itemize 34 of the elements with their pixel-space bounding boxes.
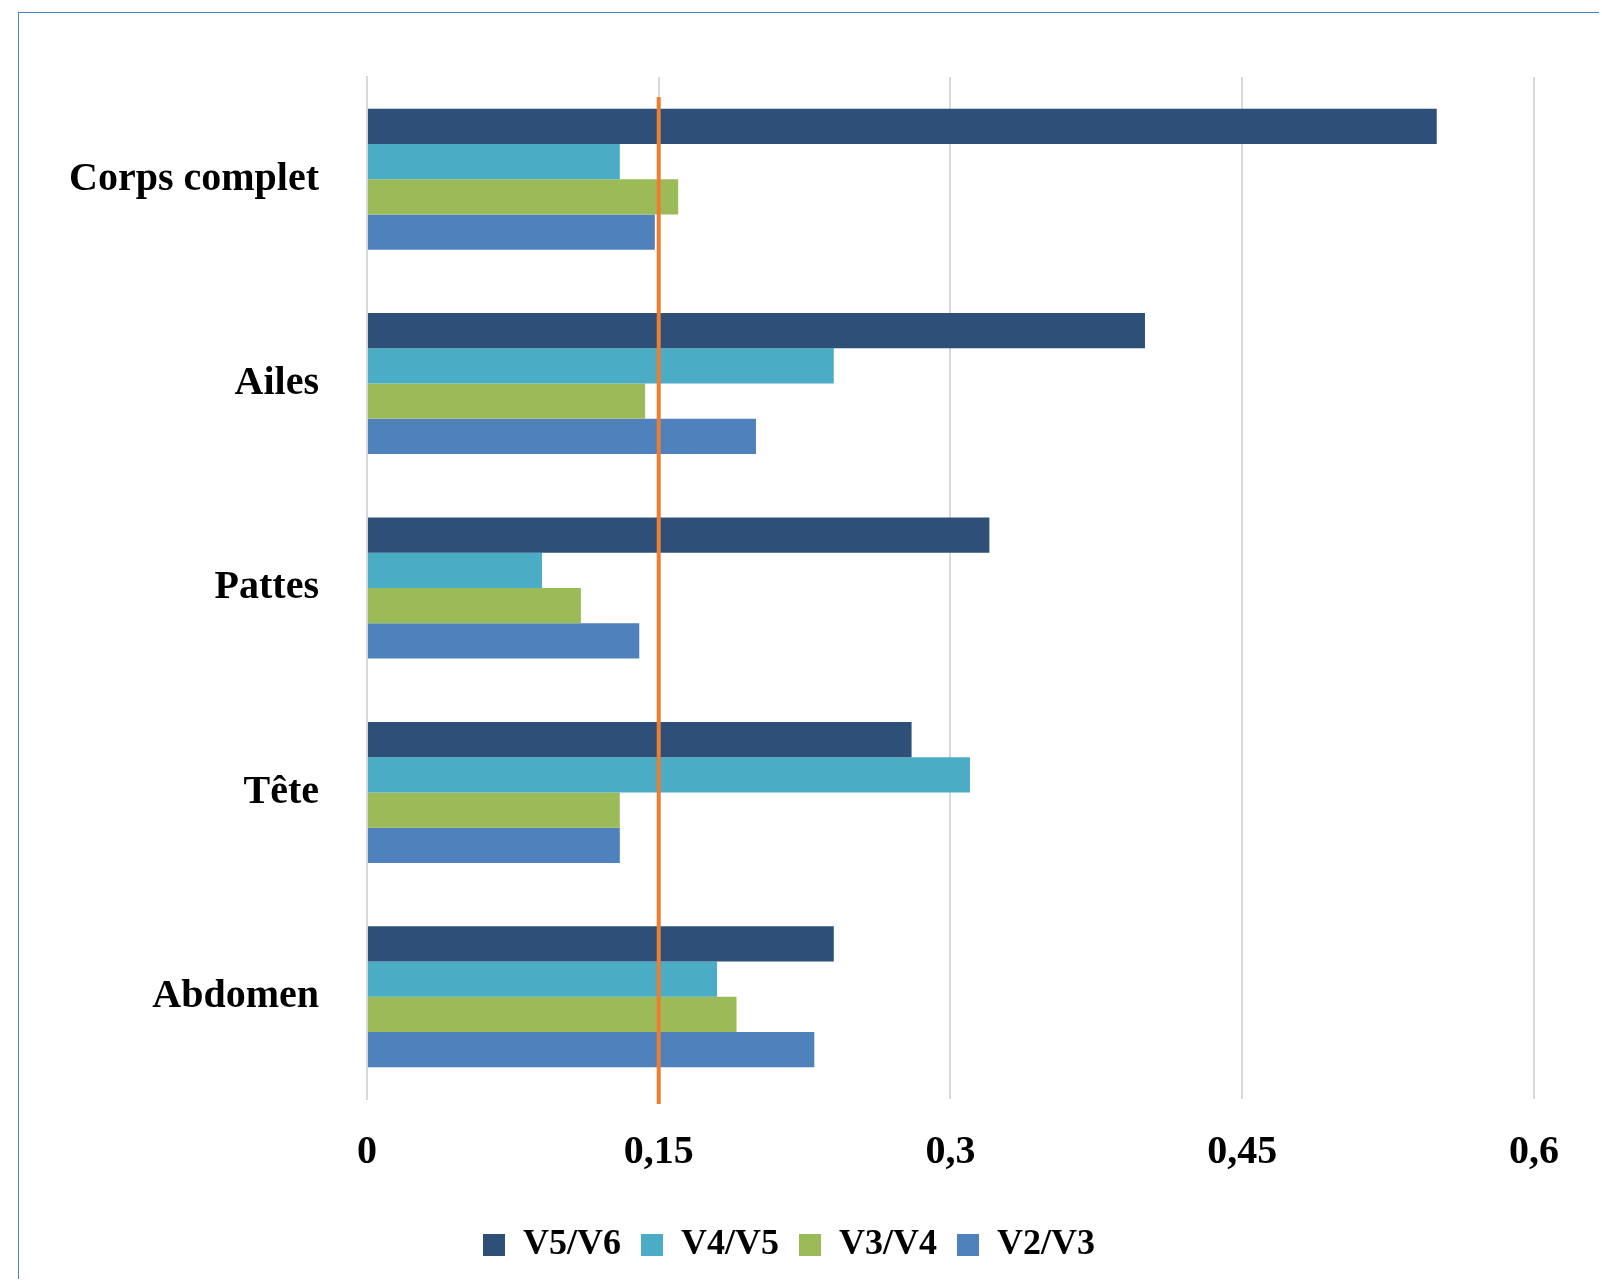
legend-label: V3/V4 — [839, 1222, 937, 1263]
bar — [367, 792, 620, 828]
x-tick-label: 0,3 — [925, 1127, 976, 1173]
x-tick-label: 0 — [356, 1127, 377, 1173]
bar — [367, 961, 718, 997]
bar — [367, 926, 834, 962]
bar — [367, 623, 640, 659]
bar — [367, 418, 756, 455]
legend-label: V5/V6 — [523, 1222, 621, 1263]
bar — [367, 383, 646, 419]
bar — [367, 552, 543, 588]
bar — [367, 179, 679, 215]
bar — [367, 1032, 815, 1068]
y-tick-label: Abdomen — [152, 971, 319, 1017]
bar — [367, 348, 834, 384]
bar — [367, 143, 620, 180]
bar — [367, 721, 912, 758]
bar — [367, 108, 1437, 144]
bar — [367, 313, 1145, 349]
legend-label: V4/V5 — [681, 1222, 779, 1263]
bar — [367, 517, 990, 553]
y-tick-label: Ailes — [234, 357, 319, 403]
legend-label: V2/V3 — [997, 1222, 1095, 1263]
x-tick-label: 0,6 — [1509, 1127, 1559, 1173]
y-tick-label: Pattes — [214, 562, 319, 608]
y-tick-label: Corps complet — [68, 153, 320, 199]
x-tick-label: 0,15 — [623, 1127, 694, 1173]
bar — [367, 757, 970, 793]
bar — [367, 827, 620, 863]
bar — [367, 588, 581, 624]
x-tick-label: 0,45 — [1207, 1127, 1278, 1173]
bar — [367, 996, 737, 1033]
y-tick-label: Tête — [243, 766, 319, 812]
bar — [367, 214, 655, 250]
